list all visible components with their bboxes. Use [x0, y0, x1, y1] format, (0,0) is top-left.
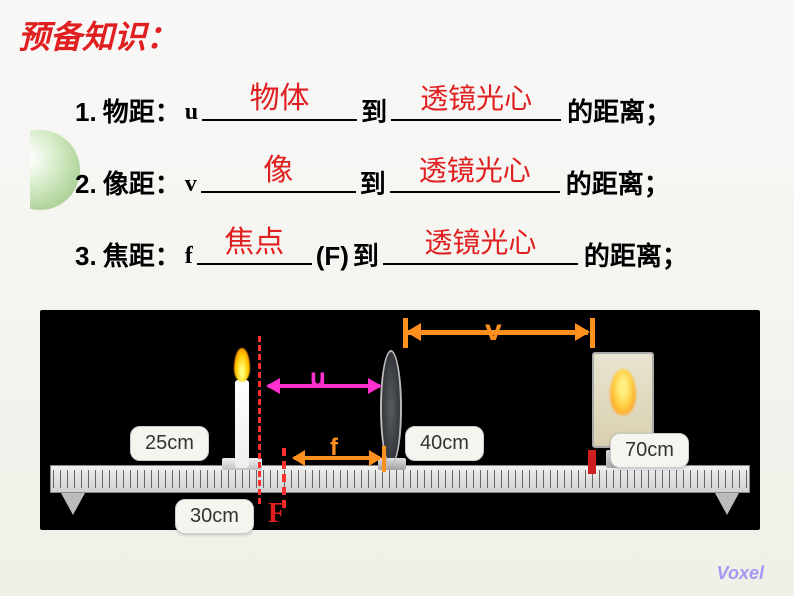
definition-row-object-distance: 1. 物距： u 物体 到 透镜光心 的距离；	[75, 92, 671, 129]
watermark-voxel: Voxel	[717, 563, 764, 584]
v-label: v	[485, 314, 502, 348]
blank-lens-center-1: 透镜光心	[391, 119, 561, 121]
blank-object: 物体	[202, 119, 357, 121]
blank-lens-center-3: 透镜光心	[383, 263, 578, 265]
row-label: 焦距：	[103, 236, 181, 273]
decorative-sphere	[0, 130, 80, 210]
fill-focal: 焦点	[224, 217, 284, 261]
definition-row-image-distance: 2. 像距： v 像 到 透镜光心 的距离；	[75, 164, 670, 201]
callout-30cm: 30cm	[175, 499, 254, 534]
blank-image: 像	[201, 191, 356, 193]
fill-lens-center: 透镜光心	[424, 221, 536, 261]
connector-to: 到	[360, 164, 386, 201]
v-endbar-left	[403, 318, 408, 348]
row-number: 3.	[75, 241, 97, 272]
u-label: u	[310, 362, 326, 393]
candle	[235, 380, 249, 468]
symbol-u: u	[185, 99, 198, 126]
ruler-ticks	[53, 470, 747, 488]
candle-flame	[234, 348, 250, 382]
blank-lens-center-2: 透镜光心	[390, 191, 560, 193]
f-label: f	[330, 434, 338, 462]
definition-row-focal-length: 3. 焦距： f 焦点 (F) 到 透镜光心 的距离；	[75, 236, 688, 273]
row-number: 2.	[75, 169, 97, 200]
row-label: 物距：	[103, 92, 181, 129]
marker-70cm	[588, 450, 596, 474]
f-note: (F)	[316, 241, 349, 272]
row-tail: 的距离；	[567, 92, 671, 129]
row-label: 像距：	[103, 164, 181, 201]
row-tail: 的距离；	[584, 236, 688, 273]
v-endbar-right	[590, 318, 595, 348]
blank-focal-point: 焦点	[197, 263, 312, 265]
row-number: 1.	[75, 97, 97, 128]
fill-lens-center: 透镜光心	[420, 77, 532, 117]
fill-image: 像	[263, 145, 293, 189]
callout-70cm: 70cm	[610, 433, 689, 468]
symbol-f: f	[185, 243, 193, 270]
dashed-line-candle	[258, 336, 261, 504]
focal-point-F: F	[268, 498, 285, 530]
row-tail: 的距离；	[566, 164, 670, 201]
fill-object: 物体	[250, 73, 310, 117]
slide-title: 预备知识：	[18, 12, 178, 58]
fill-lens-center: 透镜光心	[419, 149, 531, 189]
symbol-v: v	[185, 171, 197, 198]
callout-40cm: 40cm	[405, 426, 484, 461]
connector-to: 到	[353, 236, 379, 273]
optical-bench-diagram: u v f 25cm 30cm 40cm 70cm	[40, 310, 760, 530]
callout-25cm: 25cm	[130, 426, 209, 461]
f-endbar-right	[382, 446, 386, 472]
connector-to: 到	[361, 92, 387, 129]
